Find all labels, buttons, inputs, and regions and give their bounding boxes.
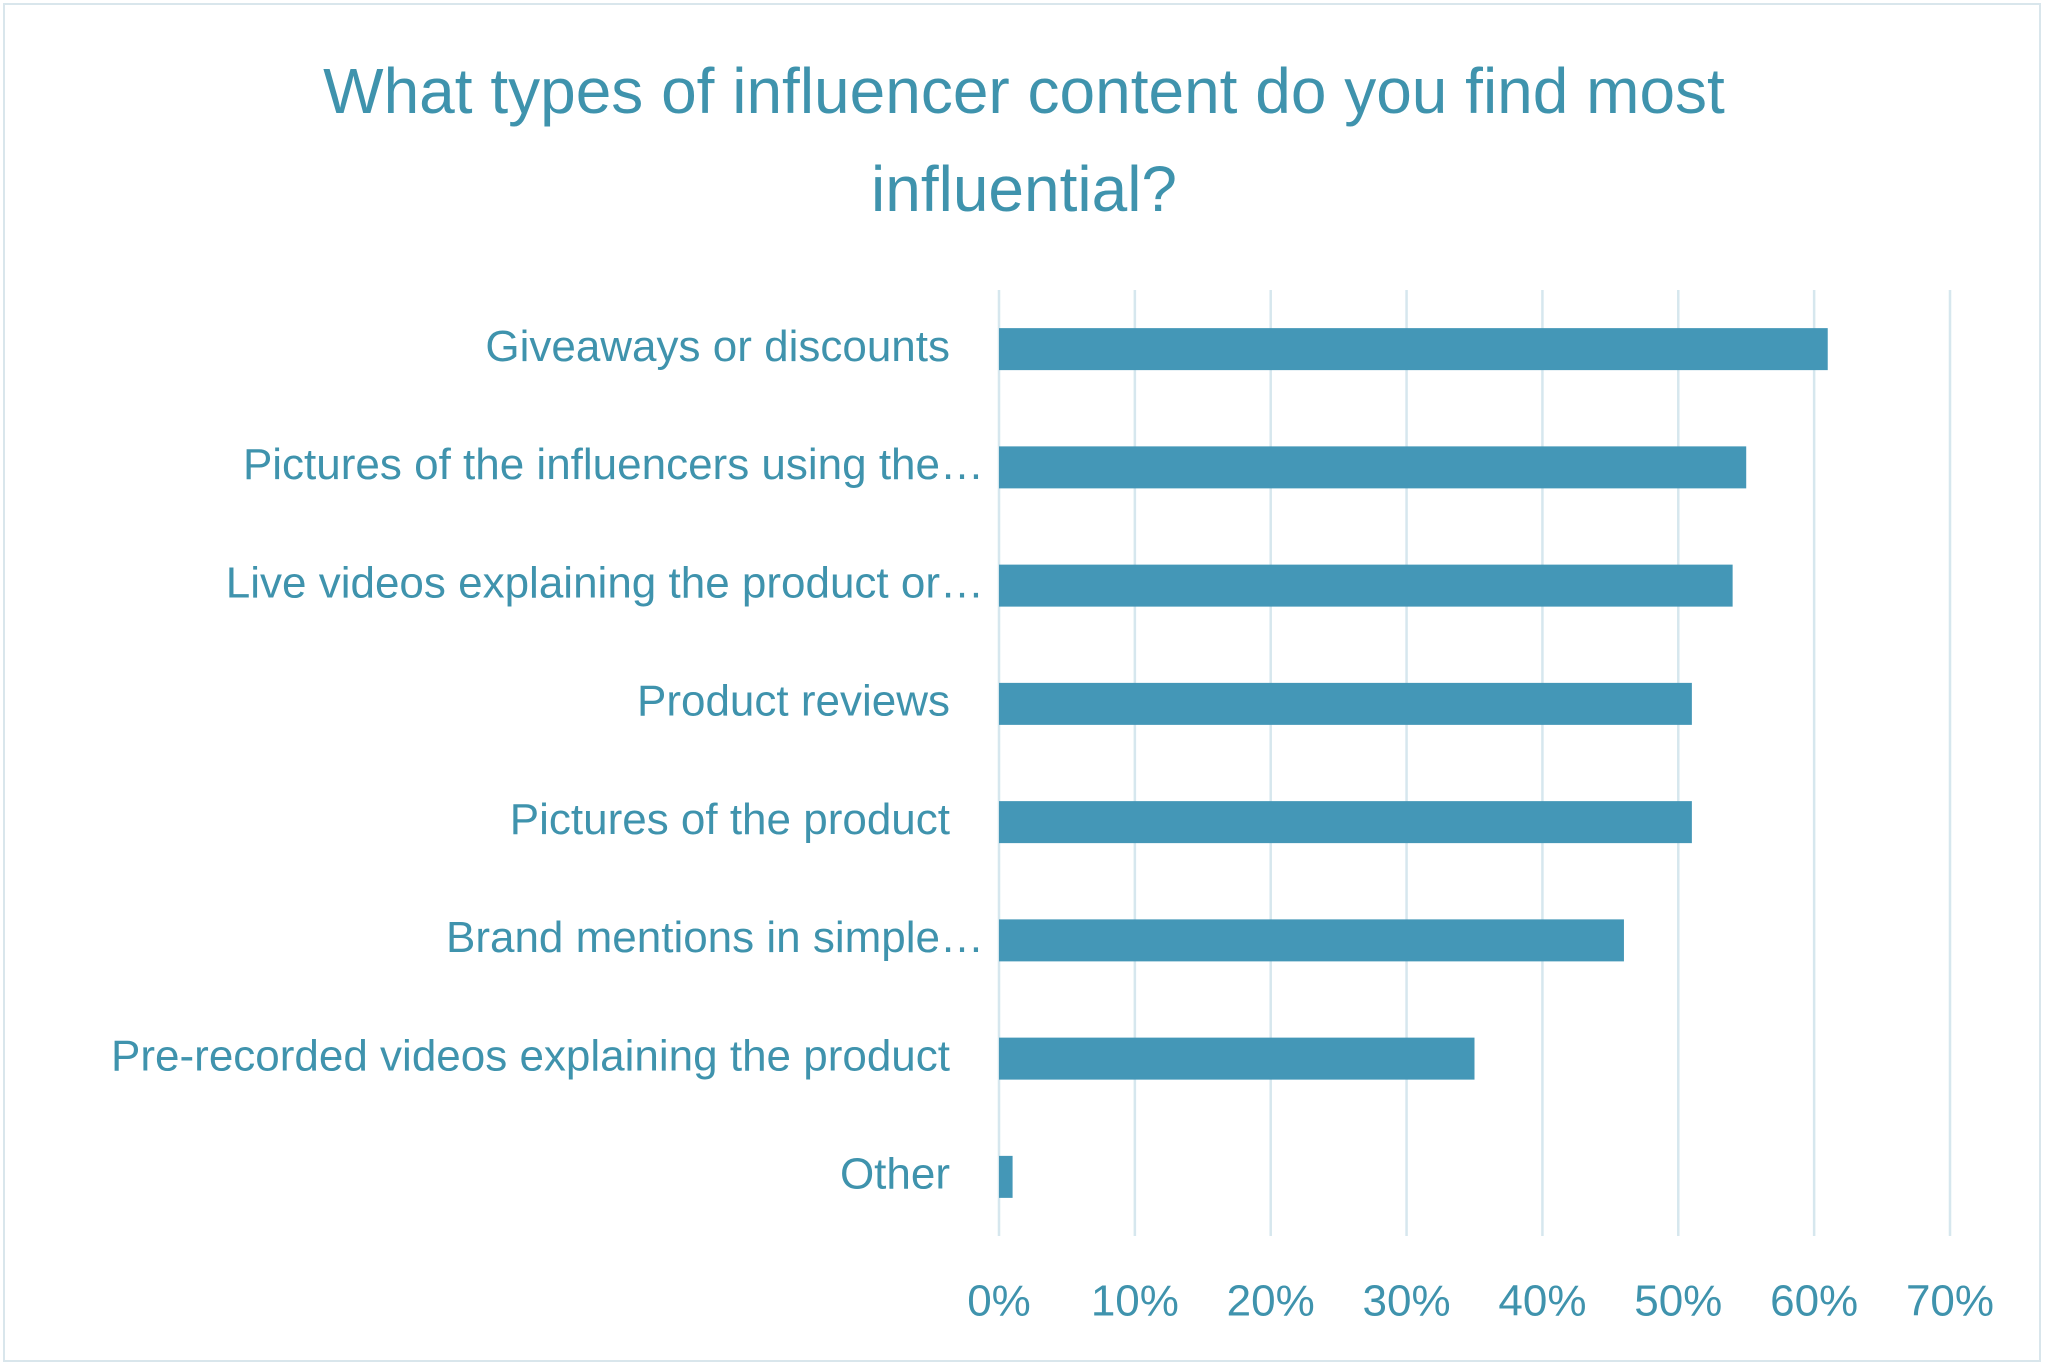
chart-border — [3, 3, 2041, 1362]
x-tick-label: 20% — [1227, 1277, 1315, 1326]
bar — [999, 682, 1692, 725]
bar — [999, 801, 1692, 844]
y-tick-label: Brand mentions in simple… — [446, 913, 984, 962]
y-tick-label: Giveaways or discounts — [485, 322, 950, 371]
x-tick-label: 30% — [1363, 1277, 1451, 1326]
bar — [999, 1155, 1013, 1198]
chart-title: What types of influencer content do you … — [323, 55, 1725, 225]
x-tick-label: 0% — [967, 1277, 1031, 1326]
y-tick-label: Other — [840, 1150, 950, 1199]
bar — [999, 1037, 1475, 1080]
y-tick-label: Live videos explaining the product or… — [226, 558, 984, 607]
bar — [999, 328, 1828, 371]
y-tick-label: Pictures of the influencers using the… — [243, 440, 984, 489]
x-tick-label: 60% — [1770, 1277, 1858, 1326]
y-tick-label: Product reviews — [637, 677, 950, 726]
x-tick-label: 50% — [1634, 1277, 1722, 1326]
x-tick-label: 40% — [1498, 1277, 1586, 1326]
x-tick-label: 70% — [1906, 1277, 1994, 1326]
y-tick-label: Pictures of the product — [510, 795, 950, 844]
bar — [999, 446, 1747, 489]
x-tick-label: 10% — [1091, 1277, 1179, 1326]
bar — [999, 564, 1733, 607]
bar — [999, 919, 1624, 962]
y-tick-label: Pre-recorded videos explaining the produ… — [111, 1031, 950, 1080]
